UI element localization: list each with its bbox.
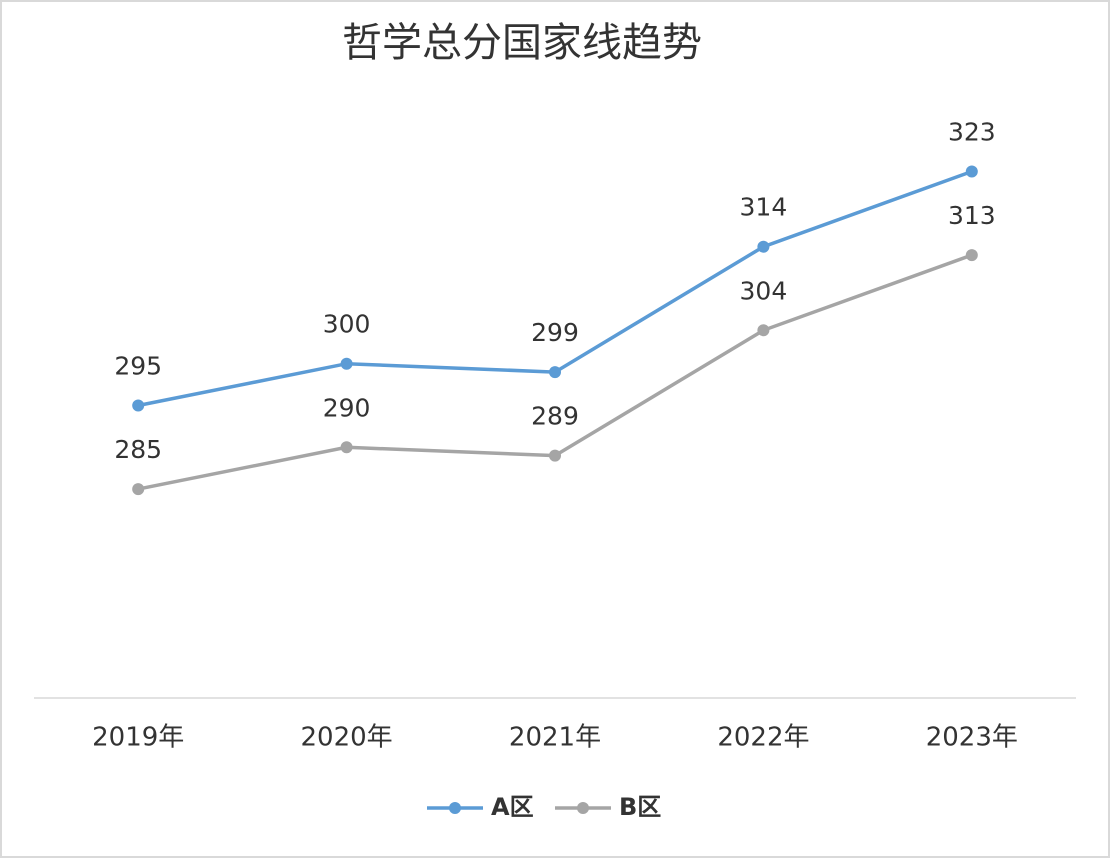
- x-tick-label: 2020年: [301, 723, 393, 753]
- x-tick-label: 2021年: [509, 723, 601, 753]
- data-label: 300: [323, 310, 371, 339]
- data-label: 299: [531, 318, 579, 347]
- point-marker: [549, 366, 561, 379]
- data-label: 304: [740, 276, 788, 305]
- legend-label: A区: [491, 793, 534, 821]
- point-marker: [965, 249, 978, 262]
- data-label: 290: [323, 393, 371, 422]
- point-marker: [340, 441, 353, 454]
- legend-marker: [449, 802, 461, 814]
- legend-marker: [577, 802, 589, 814]
- point-marker: [340, 357, 353, 370]
- data-label: 295: [114, 352, 162, 381]
- point-marker: [965, 165, 978, 178]
- x-tick-label: 2022年: [717, 723, 809, 753]
- data-label: 323: [948, 118, 996, 147]
- x-tick-label: 2023年: [926, 723, 1018, 753]
- chart-title: 哲学总分国家线趋势: [342, 20, 702, 66]
- data-label: 289: [531, 402, 579, 431]
- point-marker: [132, 399, 145, 412]
- point-marker: [549, 449, 561, 462]
- x-tick-label: 2019年: [92, 723, 184, 753]
- point-marker: [757, 324, 770, 337]
- data-label: 313: [948, 201, 996, 230]
- point-marker: [132, 483, 145, 496]
- data-label: 314: [740, 193, 788, 222]
- legend-label: B区: [619, 793, 661, 821]
- data-label: 285: [114, 435, 162, 464]
- point-marker: [757, 240, 770, 253]
